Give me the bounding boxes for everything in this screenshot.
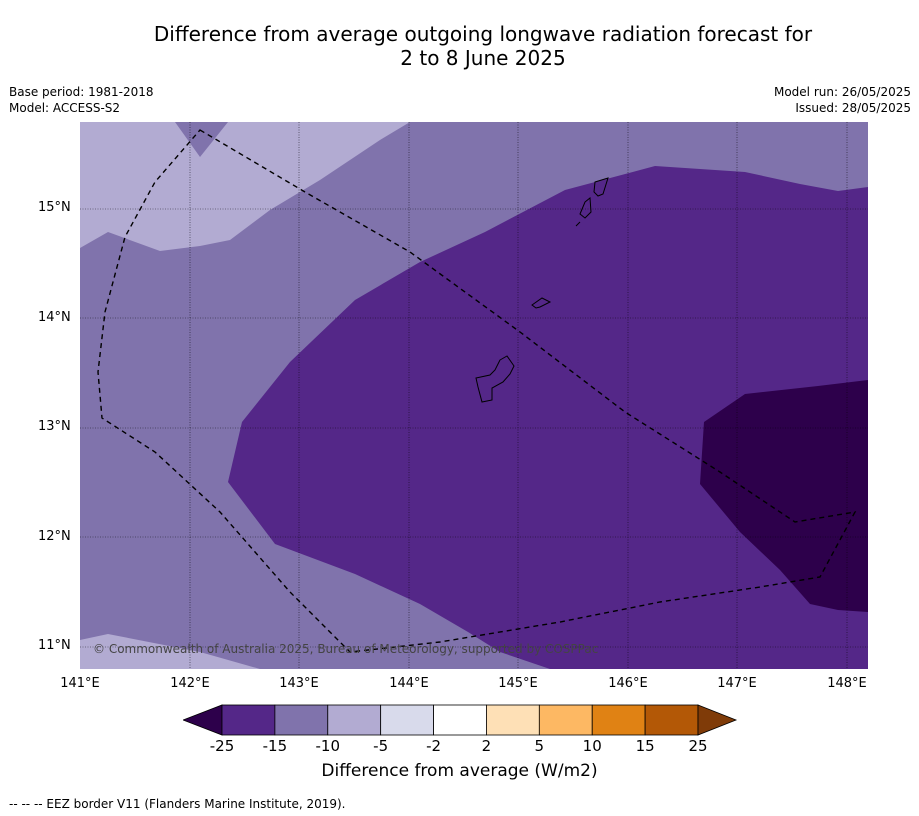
lat-tick-12: 12°N (38, 529, 71, 544)
meta-right: Model run: 26/05/2025 Issued: 28/05/2025 (774, 84, 911, 116)
colorbar (181, 704, 738, 736)
colorbar-cell (327, 704, 382, 736)
meta-left: Base period: 1981-2018 Model: ACCESS-S2 (9, 84, 154, 116)
lat-tick-14: 14°N (38, 310, 71, 325)
colorbar-tick-label: -25 (209, 737, 235, 755)
colorbar-svg (181, 704, 738, 736)
anomaly-region-minus5-northwest (80, 122, 410, 251)
tinian-island (579, 197, 592, 219)
colorbar-tick-label: -10 (315, 737, 341, 755)
guam-island (475, 355, 515, 403)
eez-border (97, 129, 857, 653)
colorbar-tick-label: 15 (635, 737, 655, 755)
lon-tick-143: 143°E (279, 676, 319, 691)
colorbar-label: Difference from average (W/m2) (321, 761, 598, 781)
saipan-island (593, 177, 609, 197)
map-svg (80, 122, 868, 669)
lon-tick-141: 141°E (60, 676, 100, 691)
colorbar-cell (380, 704, 434, 736)
model-name: Model: ACCESS-S2 (9, 101, 121, 115)
colorbar-cell (486, 704, 540, 736)
lat-tick-11: 11°N (38, 638, 71, 653)
colorbar-cell (538, 704, 593, 736)
lon-tick-148: 148°E (827, 676, 867, 691)
lat-tick-13: 13°N (38, 419, 71, 434)
colorbar-cell (644, 704, 699, 736)
base-period: Base period: 1981-2018 (9, 85, 154, 99)
lon-tick-146: 146°E (608, 676, 648, 691)
colorbar-cell (221, 704, 276, 736)
colorbar-tick-label: 25 (688, 737, 708, 755)
anomaly-region-minus5-southwest (80, 634, 260, 669)
anomaly-region-minus25-southeast (700, 380, 868, 612)
map-panel (80, 122, 868, 669)
lat-tick-15: 15°N (38, 200, 71, 215)
islands (475, 177, 609, 403)
title-line-1: Difference from average outgoing longwav… (153, 22, 813, 46)
anomaly-region-minus15-central (228, 166, 868, 669)
colorbar-tick-label: -2 (426, 737, 442, 755)
lon-tick-142: 142°E (170, 676, 210, 691)
lon-tick-144: 144°E (389, 676, 429, 691)
graticule (80, 122, 868, 669)
anomaly-notch-top (175, 122, 228, 157)
lon-tick-145: 145°E (498, 676, 538, 691)
lon-tick-147: 147°E (717, 676, 757, 691)
colorbar-cell (591, 704, 646, 736)
colorbar-cell (274, 704, 329, 736)
map-title: Difference from average outgoing longwav… (0, 22, 919, 70)
colorbar-tick-label: -15 (262, 737, 288, 755)
colorbar-tick-label: 5 (534, 737, 545, 755)
issued-date: Issued: 28/05/2025 (795, 101, 911, 115)
colorbar-cells (221, 704, 699, 736)
colorbar-tick-label: -5 (373, 737, 389, 755)
colorbar-arrow-high (697, 704, 738, 736)
model-run: Model run: 26/05/2025 (773, 85, 911, 99)
colorbar-tick-label: 2 (481, 737, 492, 755)
colorbar-tick-label: 10 (582, 737, 602, 755)
colorbar-cell (433, 704, 487, 736)
title-line-2: 2 to 8 June 2025 (400, 46, 566, 70)
copyright-notice: © Commonwealth of Australia 2025, Bureau… (93, 642, 599, 656)
eez-footnote: -- -- -- EEZ border V11 (Flanders Marine… (9, 797, 346, 811)
rota-island (531, 297, 552, 309)
colorbar-arrow-low (181, 704, 223, 736)
aguijan-island (575, 221, 581, 227)
